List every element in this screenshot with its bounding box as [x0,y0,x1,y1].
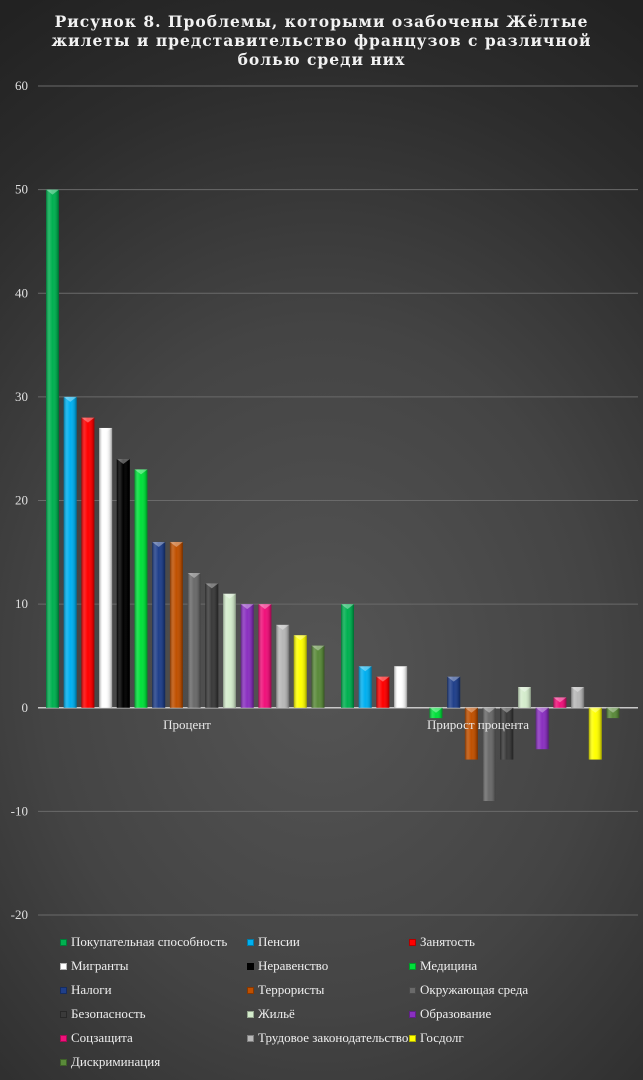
legend-label: Занятость [420,934,475,949]
bar [553,697,567,708]
bar [358,666,372,708]
legend-swatch [60,1034,67,1042]
legend-item: Трудовое законодательство [247,1030,408,1046]
bar [293,635,307,708]
bar [240,604,254,708]
bar [205,583,219,708]
legend-swatch [60,962,67,970]
legend-swatch [409,1010,416,1018]
legend-label: Мигранты [71,958,129,973]
legend-label: Безопасность [71,1006,146,1021]
bar [311,645,325,708]
bar [169,541,183,708]
bar [518,687,531,708]
bar [606,707,620,719]
legend-item: Мигранты [60,958,129,974]
legend-label: Жильё [258,1006,295,1021]
legend-item: Пенсии [247,934,300,950]
legend-swatch [409,938,416,946]
bar [99,427,113,708]
bar [571,687,585,708]
legend-swatch [409,962,416,970]
bar [482,707,496,802]
legend-swatch [409,986,416,994]
bar [394,666,408,708]
bar [500,707,514,760]
bar [429,707,443,719]
legend-item: Налоги [60,982,112,998]
legend-item: Жильё [247,1006,295,1022]
legend-label: Пенсии [258,934,300,949]
legend-item: Покупательная способность [60,934,227,950]
legend-swatch [60,986,67,994]
y-tick-label: -20 [11,907,28,922]
legend-item: Госдолг [409,1030,464,1046]
category-label: Прирост процента [427,717,529,732]
legend-label: Террористы [258,982,325,997]
legend-label: Медицина [420,958,478,973]
legend-item: Занятость [409,934,475,950]
bar [81,417,95,708]
legend-label: Покупательная способность [71,934,228,949]
bar [535,707,549,750]
y-tick-label: -10 [11,803,28,818]
bar [46,189,59,708]
legend-item: Дискриминация [60,1054,160,1070]
category-label: Процент [163,717,211,732]
legend-label: Образование [420,1006,492,1021]
y-tick-label: 0 [22,700,29,715]
bar [63,396,77,708]
y-tick-label: 30 [15,389,28,404]
legend-item: Неравенство [247,958,328,974]
bar [341,604,354,708]
legend-swatch [247,962,254,970]
legend-swatch [247,1034,254,1042]
legend-label: Трудовое законодательство [258,1030,409,1045]
y-tick-label: 40 [15,285,28,300]
legend-swatch [60,1010,67,1018]
legend-label: Соцзащита [71,1030,133,1045]
legend-swatch [60,1058,67,1066]
y-tick-label: 20 [15,493,28,508]
legend-swatch [409,1034,416,1042]
legend-label: Дискриминация [71,1054,161,1069]
legend-item: Безопасность [60,1006,146,1022]
y-tick-label: 50 [15,182,28,197]
legend-swatch [60,938,67,946]
bar [376,676,390,708]
bar [187,573,201,708]
bar [223,593,236,708]
y-tick-label: 10 [15,596,28,611]
chart-title: Рисунок 8. Проблемы, которыми озабочены … [51,12,592,69]
bar [116,459,130,708]
legend-label: Налоги [71,982,112,997]
legend-item: Образование [409,1006,491,1022]
legend-item: Террористы [247,982,324,998]
bar [276,624,290,708]
legend-label: Госдолг [420,1030,464,1045]
legend-swatch [247,938,254,946]
bar [258,604,272,708]
legend-item: Медицина [409,958,477,974]
legend-item: Окружающая среда [409,982,528,998]
bar [447,676,461,708]
legend-swatch [247,1010,254,1018]
bar [588,707,602,760]
bar [464,707,478,760]
bar [134,469,148,708]
legend-label: Неравенство [258,958,329,973]
legend-item: Соцзащита [60,1030,133,1046]
legend-label: Окружающая среда [420,982,529,997]
y-tick-label: 60 [15,78,28,93]
legend-swatch [247,986,254,994]
bar [152,541,166,708]
